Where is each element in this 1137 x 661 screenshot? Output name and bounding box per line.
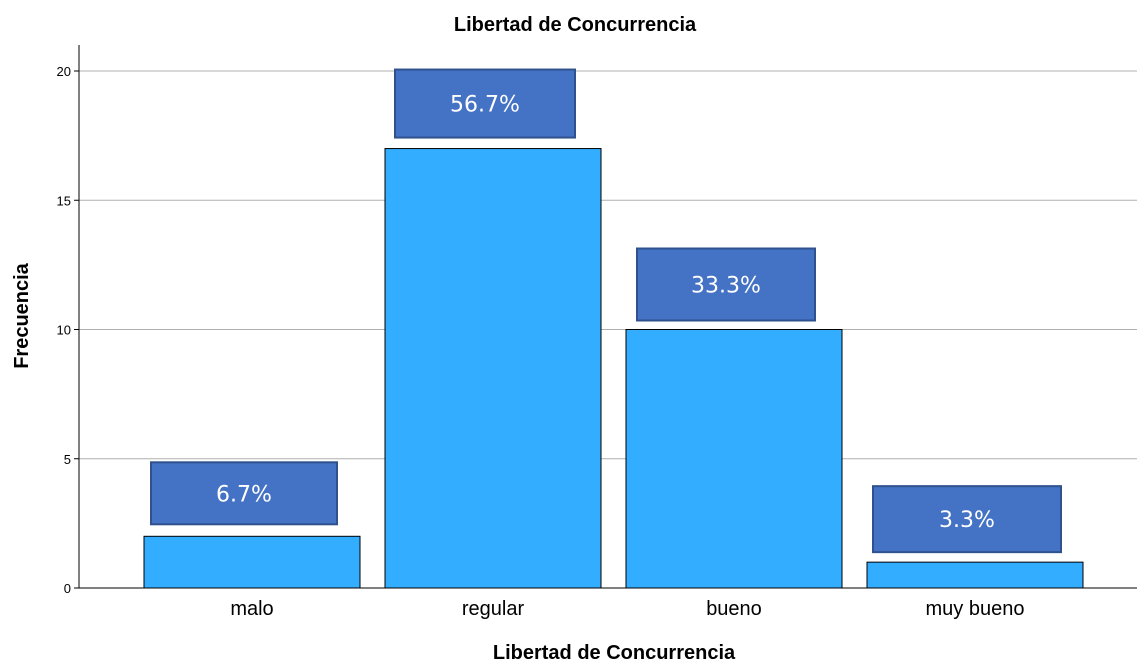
data-label: 56.7% <box>450 93 520 118</box>
data-labels: 6.7% 56.7% 33.3% 3.3% <box>150 68 1062 554</box>
data-label-box <box>872 485 1062 554</box>
y-tick-label: 10 <box>57 323 71 338</box>
bar-bueno <box>625 329 843 589</box>
bar-regular <box>384 148 602 589</box>
data-label-box <box>636 247 816 322</box>
x-tick-label: bueno <box>706 598 762 620</box>
y-axis-title: Frecuencia <box>11 262 33 368</box>
x-axis-title: Libertad de Concurrencia <box>493 642 736 661</box>
bar-malo <box>143 535 361 589</box>
y-tick-label: 20 <box>57 64 71 79</box>
data-label: 33.3% <box>691 274 761 299</box>
data-label-box <box>150 461 338 526</box>
gridlines <box>79 70 1137 460</box>
data-label: 6.7% <box>216 482 272 507</box>
x-tick-label: muy bueno <box>926 598 1025 620</box>
y-tick-labels: 0 5 10 15 20 <box>57 64 79 596</box>
x-tick-label: regular <box>462 598 525 620</box>
y-tick-label: 5 <box>64 452 71 467</box>
chart-title: Libertad de Concurrencia <box>454 14 697 36</box>
y-tick-label: 0 <box>64 581 71 596</box>
x-tick-label: malo <box>230 598 273 620</box>
data-label-box <box>394 68 576 139</box>
data-label: 3.3% <box>939 508 995 533</box>
bar-muy-bueno <box>866 561 1084 589</box>
y-tick-label: 15 <box>57 193 71 208</box>
x-tick-labels: malo regular bueno muy bueno <box>230 598 1024 620</box>
